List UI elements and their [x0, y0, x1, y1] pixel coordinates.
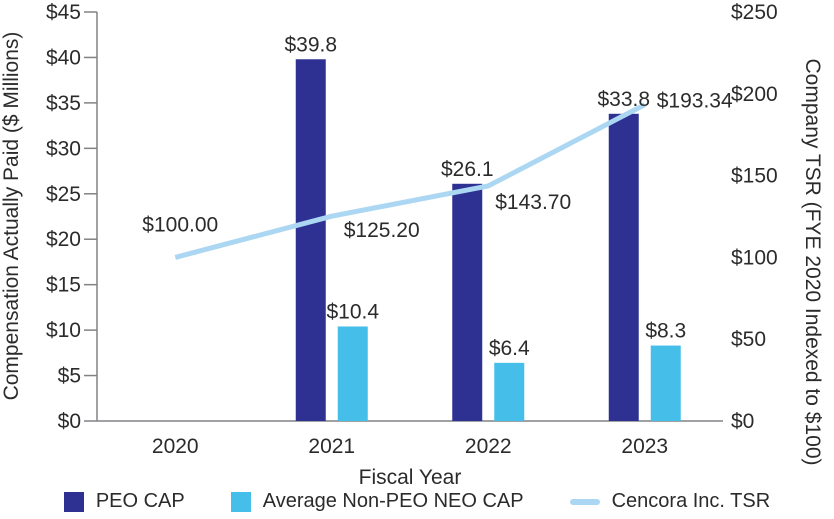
- bar-value-label: $39.8: [284, 33, 337, 56]
- right-axis-tick-label: $50: [731, 328, 766, 351]
- tsr-line-layer: [174, 102, 646, 260]
- left-axis-tick-label: $35: [46, 92, 81, 115]
- legend-label-tsr: Cencora Inc. TSR: [611, 490, 771, 512]
- bar-average-non-peo-neo-cap-2022[interactable]: [494, 362, 525, 421]
- tsr-line-swatch: [569, 498, 600, 505]
- neo-cap-swatch: [230, 491, 251, 512]
- tsr-value-label: $125.20: [344, 219, 420, 242]
- axes: $0 $5 $10 $15 $20 $25 $30 $35 $40 $45 $0 $50 $100 $15…: [46, 1, 778, 458]
- left-axis-tick-label: $25: [46, 183, 81, 206]
- left-axis-tick-label: $0: [58, 410, 81, 433]
- peo-cap-swatch: [63, 491, 84, 512]
- x-category-label: 2023: [621, 435, 668, 458]
- bar-value-label: $10.4: [326, 300, 379, 323]
- legend-item-peo-cap[interactable]: PEO CAP: [63, 490, 185, 513]
- x-axis-title: Fiscal Year: [359, 466, 462, 489]
- legend-label-neo-cap: Average Non-PEO NEO CAP: [262, 490, 524, 512]
- bar-value-label: $26.1: [441, 158, 494, 181]
- legend-label-peo-cap: PEO CAP: [95, 490, 185, 512]
- bars: [295, 59, 681, 422]
- legend-item-neo-cap[interactable]: Average Non-PEO NEO CAP: [230, 490, 524, 513]
- right-axis-tick-label: $100: [731, 246, 778, 269]
- bar-peo-cap-2021[interactable]: [295, 59, 326, 422]
- bar-average-non-peo-neo-cap-2021[interactable]: [337, 326, 368, 421]
- bar-peo-cap-2023[interactable]: [608, 113, 639, 421]
- left-axis-tick-label: $5: [58, 365, 81, 388]
- bar-average-non-peo-neo-cap-2023[interactable]: [650, 345, 681, 421]
- x-category-label: 2022: [465, 435, 512, 458]
- left-axis-title: Compensation Actually Paid ($ Millions): [0, 32, 23, 401]
- bar-value-label: $8.3: [645, 320, 686, 343]
- left-axis-tick-label: $15: [46, 274, 81, 297]
- left-axis-tick-label: $20: [46, 228, 81, 251]
- right-axis-tick-label: $200: [731, 83, 778, 106]
- right-axis-tick-label: $0: [731, 410, 754, 433]
- tsr-line[interactable]: [174, 102, 646, 260]
- left-axis-tick-label: $40: [46, 46, 81, 69]
- left-axis-tick-label: $10: [46, 319, 81, 342]
- left-axis-tick-label: $30: [46, 137, 81, 160]
- legend: PEO CAP Average Non-PEO NEO CAP Cencora …: [0, 490, 834, 513]
- left-axis-tick-label: $45: [46, 1, 81, 24]
- right-axis-title: Company TSR (FYE 2020 Indexed to $100): [801, 58, 824, 465]
- right-axis-tick-label: $250: [731, 1, 778, 24]
- x-category-label: 2021: [308, 435, 355, 458]
- legend-item-tsr[interactable]: Cencora Inc. TSR: [569, 490, 771, 513]
- bar-peo-cap-2022[interactable]: [452, 183, 483, 421]
- bar-value-label: $33.8: [597, 88, 650, 111]
- tsr-value-label: $193.34: [657, 90, 733, 113]
- tsr-value-label: $100.00: [142, 213, 218, 236]
- bar-value-label: $6.4: [489, 337, 530, 360]
- right-axis-tick-label: $150: [731, 165, 778, 188]
- data-labels: $39.8 $26.1 $33.8 $10.4 $6.4 $8.3 $100.00 $125.…: [142, 33, 733, 360]
- x-category-label: 2020: [152, 435, 199, 458]
- tsr-value-label: $143.70: [495, 191, 571, 214]
